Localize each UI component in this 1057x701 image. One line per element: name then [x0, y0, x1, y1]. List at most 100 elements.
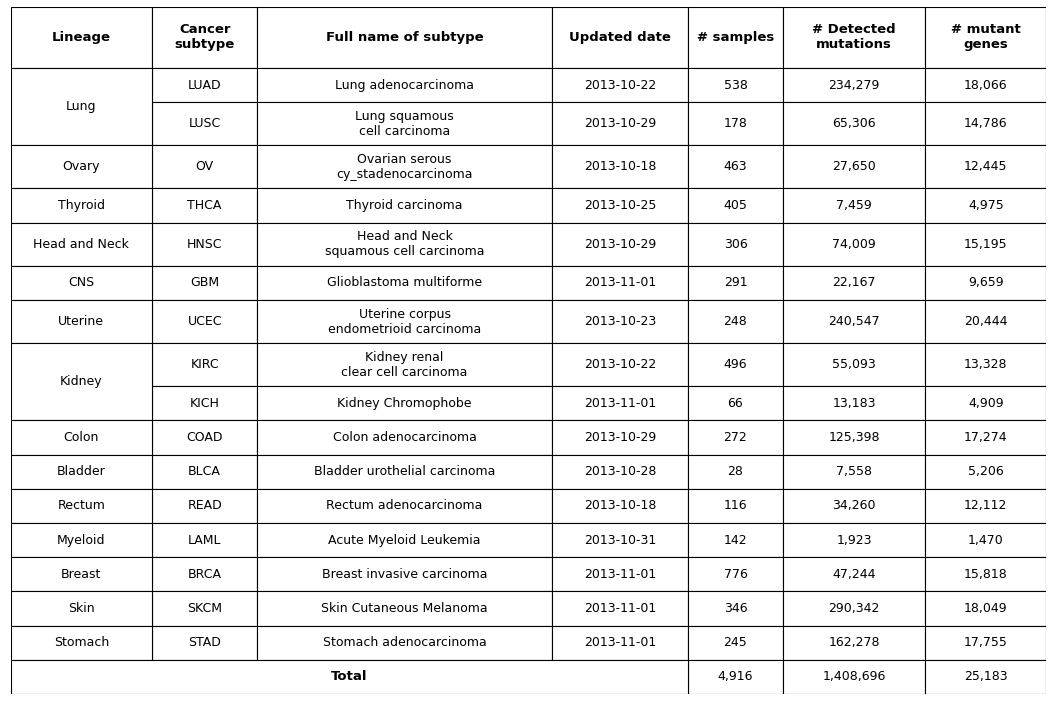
- Text: 5,206: 5,206: [968, 465, 1004, 478]
- Bar: [11, 145, 152, 189]
- Text: 47,244: 47,244: [832, 568, 875, 581]
- Bar: [782, 223, 925, 266]
- Text: HNSC: HNSC: [187, 238, 222, 251]
- Text: 14,786: 14,786: [964, 117, 1007, 130]
- Bar: [925, 421, 1046, 454]
- Bar: [257, 300, 552, 343]
- Text: 116: 116: [724, 499, 747, 512]
- Bar: [152, 68, 257, 102]
- Bar: [688, 523, 782, 557]
- Text: Breast: Breast: [61, 568, 101, 581]
- Text: COAD: COAD: [186, 431, 223, 444]
- Bar: [11, 454, 152, 489]
- Bar: [782, 557, 925, 592]
- Text: 291: 291: [724, 276, 747, 290]
- Bar: [552, 102, 688, 145]
- Bar: [152, 300, 257, 343]
- Text: BRCA: BRCA: [188, 568, 222, 581]
- Text: 234,279: 234,279: [829, 79, 879, 92]
- Text: Full name of subtype: Full name of subtype: [326, 31, 483, 44]
- Bar: [782, 102, 925, 145]
- Bar: [688, 145, 782, 189]
- Bar: [782, 625, 925, 660]
- Text: 2013-11-01: 2013-11-01: [585, 602, 656, 615]
- Text: 7,459: 7,459: [836, 199, 872, 212]
- Bar: [257, 454, 552, 489]
- Text: 66: 66: [727, 397, 743, 410]
- Bar: [257, 557, 552, 592]
- Text: 272: 272: [724, 431, 747, 444]
- Bar: [11, 625, 152, 660]
- Text: LAML: LAML: [188, 533, 221, 547]
- Bar: [152, 223, 257, 266]
- Text: 15,195: 15,195: [964, 238, 1007, 251]
- Bar: [11, 557, 152, 592]
- Text: 1,408,696: 1,408,696: [822, 670, 886, 683]
- Text: 178: 178: [724, 117, 747, 130]
- Bar: [152, 343, 257, 386]
- Text: Colon adenocarcinoma: Colon adenocarcinoma: [333, 431, 477, 444]
- Text: 2013-10-23: 2013-10-23: [585, 315, 656, 328]
- Bar: [552, 386, 688, 421]
- Bar: [11, 421, 152, 454]
- Text: 538: 538: [724, 79, 747, 92]
- Bar: [925, 145, 1046, 189]
- Text: 2013-10-22: 2013-10-22: [585, 358, 656, 371]
- Text: 346: 346: [724, 602, 747, 615]
- Text: Lung squamous
cell carcinoma: Lung squamous cell carcinoma: [355, 110, 455, 137]
- Text: 1,470: 1,470: [968, 533, 1004, 547]
- Bar: [688, 343, 782, 386]
- Text: Skin: Skin: [68, 602, 95, 615]
- Text: Head and Neck: Head and Neck: [34, 238, 129, 251]
- Bar: [688, 660, 782, 694]
- Bar: [152, 625, 257, 660]
- Bar: [11, 489, 152, 523]
- Text: 248: 248: [724, 315, 747, 328]
- Bar: [688, 421, 782, 454]
- Bar: [782, 523, 925, 557]
- Bar: [925, 592, 1046, 625]
- Text: Thyroid: Thyroid: [58, 199, 105, 212]
- Text: Glioblastoma multiforme: Glioblastoma multiforme: [327, 276, 482, 290]
- Bar: [257, 68, 552, 102]
- Text: CNS: CNS: [69, 276, 94, 290]
- Bar: [152, 489, 257, 523]
- Text: 2013-11-01: 2013-11-01: [585, 276, 656, 290]
- Text: Cancer
subtype: Cancer subtype: [174, 24, 235, 51]
- Bar: [152, 386, 257, 421]
- Bar: [152, 266, 257, 300]
- Bar: [552, 421, 688, 454]
- Bar: [257, 102, 552, 145]
- Text: 65,306: 65,306: [832, 117, 876, 130]
- Text: 13,328: 13,328: [964, 358, 1007, 371]
- Text: 9,659: 9,659: [968, 276, 1004, 290]
- Bar: [257, 266, 552, 300]
- Bar: [152, 145, 257, 189]
- Bar: [688, 625, 782, 660]
- Text: 125,398: 125,398: [829, 431, 879, 444]
- Text: 240,547: 240,547: [828, 315, 879, 328]
- Bar: [257, 343, 552, 386]
- Text: 17,755: 17,755: [964, 637, 1007, 649]
- Text: Rectum adenocarcinoma: Rectum adenocarcinoma: [327, 499, 483, 512]
- Text: Ovarian serous
cy_stadenocarcinoma: Ovarian serous cy_stadenocarcinoma: [336, 153, 472, 181]
- Bar: [925, 557, 1046, 592]
- Bar: [688, 557, 782, 592]
- Text: 2013-10-29: 2013-10-29: [585, 431, 656, 444]
- Text: SKCM: SKCM: [187, 602, 222, 615]
- Text: 2013-10-18: 2013-10-18: [585, 161, 656, 173]
- Text: 2013-11-01: 2013-11-01: [585, 637, 656, 649]
- Text: 2013-11-01: 2013-11-01: [585, 568, 656, 581]
- Bar: [688, 386, 782, 421]
- Text: 20,444: 20,444: [964, 315, 1007, 328]
- Bar: [257, 223, 552, 266]
- Bar: [552, 189, 688, 223]
- Bar: [257, 489, 552, 523]
- Text: GBM: GBM: [190, 276, 219, 290]
- Text: 12,445: 12,445: [964, 161, 1007, 173]
- Bar: [152, 592, 257, 625]
- Bar: [11, 189, 152, 223]
- Text: 17,274: 17,274: [964, 431, 1007, 444]
- Bar: [552, 300, 688, 343]
- Text: Ovary: Ovary: [62, 161, 100, 173]
